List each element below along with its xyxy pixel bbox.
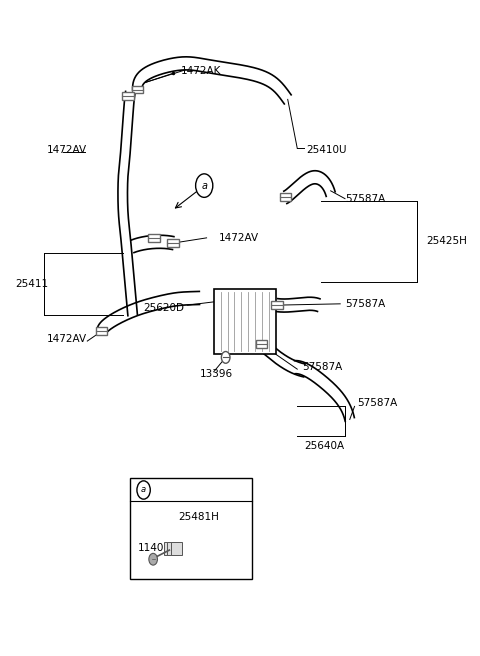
Bar	[256, 340, 267, 348]
Bar	[272, 301, 283, 309]
Text: 57587A: 57587A	[357, 398, 397, 408]
Bar	[214, 289, 276, 354]
Text: 1472AV: 1472AV	[218, 233, 259, 243]
Bar	[96, 327, 108, 335]
Text: 25481H: 25481H	[178, 512, 219, 522]
Circle shape	[137, 481, 150, 499]
Bar	[122, 92, 133, 100]
Bar	[164, 542, 174, 555]
Text: 57587A: 57587A	[302, 362, 342, 372]
Text: 25620D: 25620D	[144, 304, 185, 314]
Circle shape	[221, 352, 230, 363]
Bar	[171, 542, 182, 555]
Circle shape	[196, 174, 213, 197]
Text: 57587A: 57587A	[345, 299, 385, 309]
Bar	[148, 234, 160, 242]
Text: 25410U: 25410U	[306, 145, 347, 155]
Text: 1472AV: 1472AV	[47, 334, 87, 344]
Bar	[168, 239, 179, 247]
Circle shape	[149, 554, 157, 565]
Bar	[130, 478, 252, 579]
Text: 1472AV: 1472AV	[47, 145, 87, 155]
Bar	[132, 86, 143, 94]
Bar	[280, 194, 291, 201]
Text: 25411: 25411	[15, 279, 48, 289]
Bar	[168, 542, 178, 555]
Text: 1140FF: 1140FF	[137, 543, 176, 553]
Text: 25640A: 25640A	[304, 441, 345, 451]
Text: 13396: 13396	[199, 369, 233, 379]
Text: a: a	[141, 485, 146, 495]
Text: a: a	[201, 180, 207, 191]
Text: 1472AK: 1472AK	[180, 66, 221, 76]
Text: 57587A: 57587A	[345, 194, 385, 203]
Text: 25425H: 25425H	[426, 236, 467, 246]
